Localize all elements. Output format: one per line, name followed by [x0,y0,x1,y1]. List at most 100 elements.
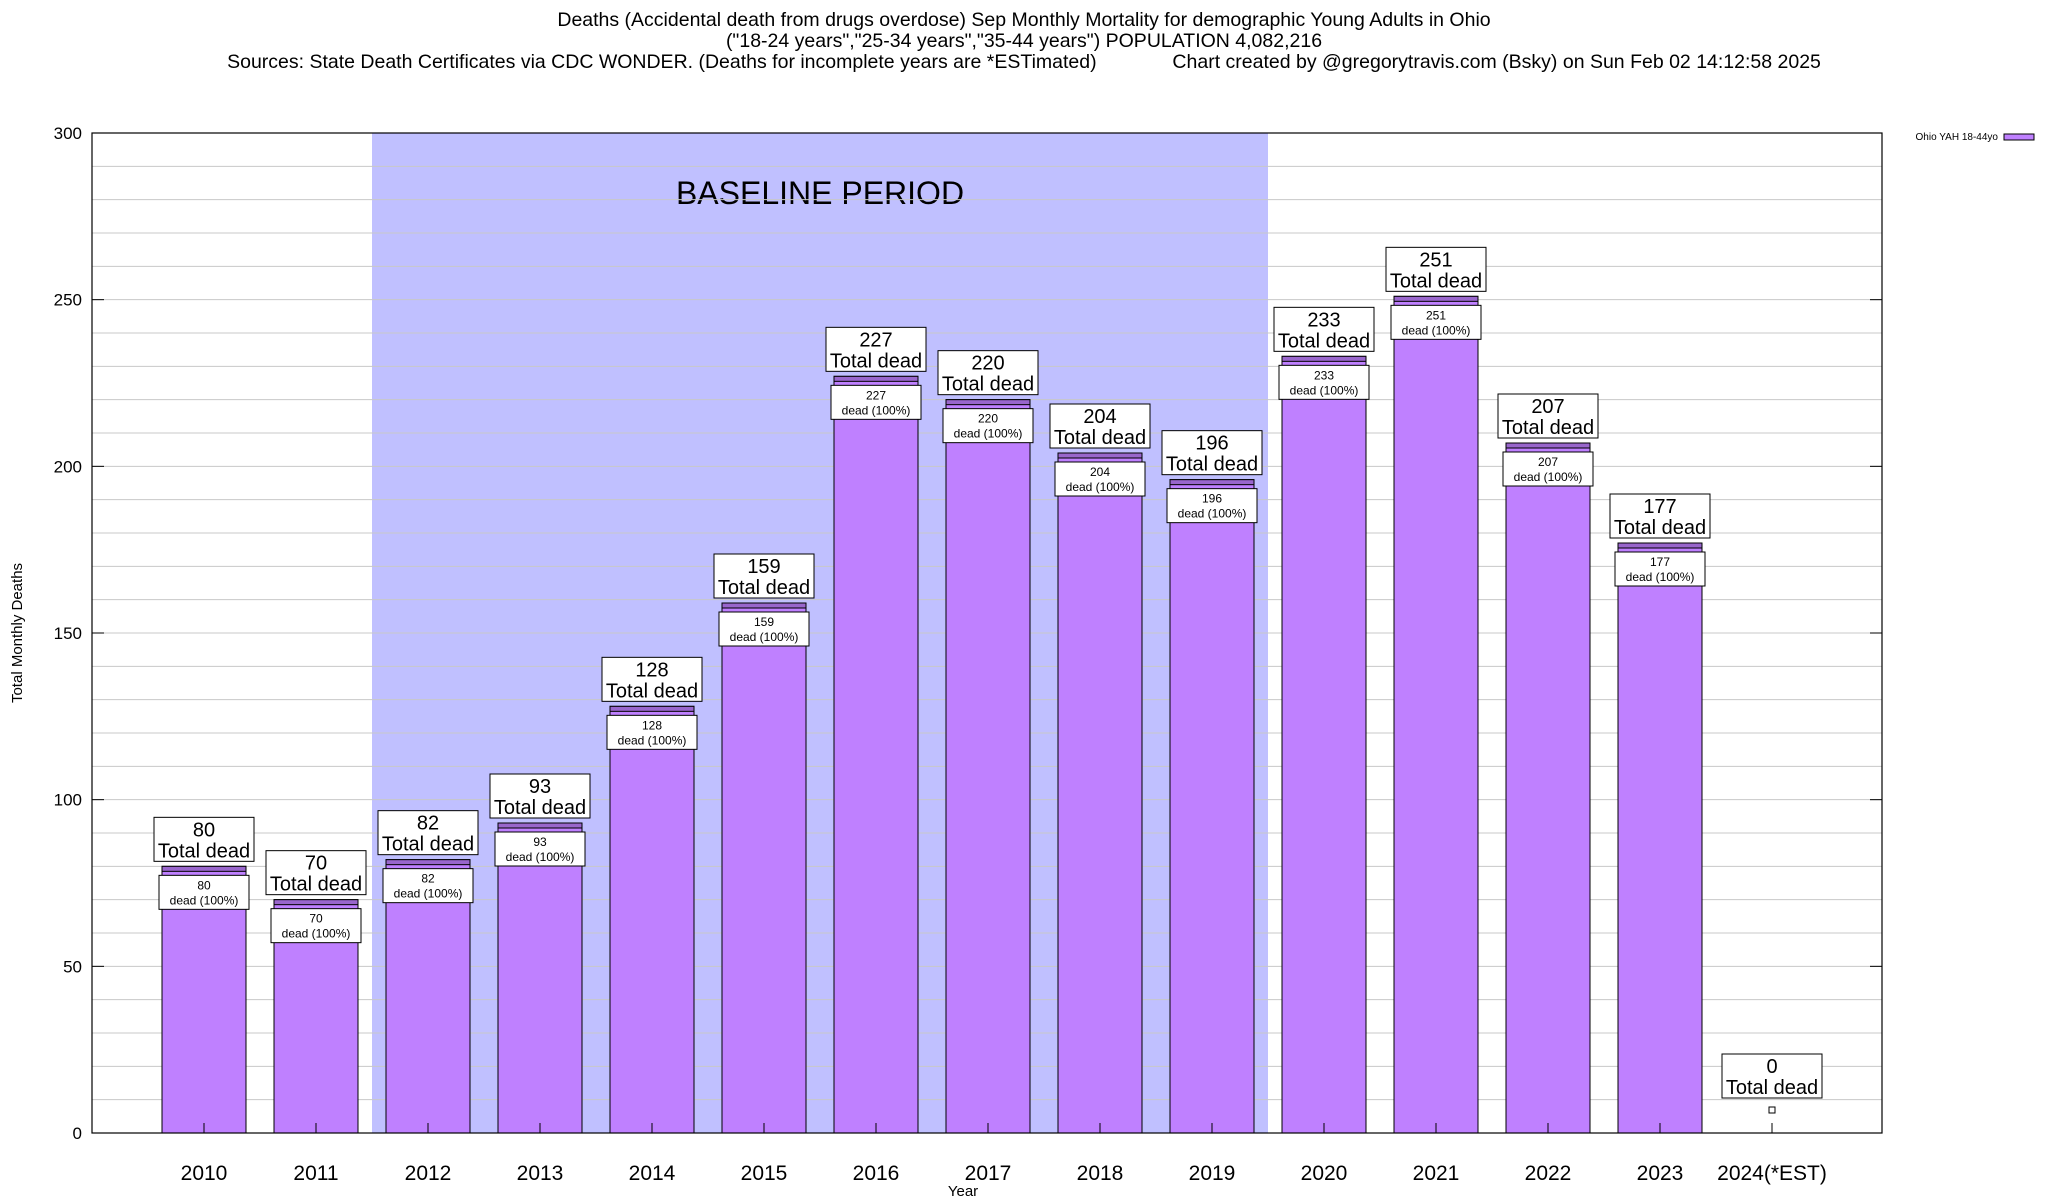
total-value-label: 207 [1531,396,1564,418]
inner-label-box [1390,304,1482,340]
inner-value-label: 204 [1090,465,1110,479]
inner-percent-label: dead (100%) [170,893,239,907]
legend-label: Ohio YAH 18-44yo [1916,132,1999,143]
inner-value-label: 220 [978,412,998,426]
y-tick-label: 250 [54,291,82,310]
x-tick-label: 2020 [1301,1162,1348,1185]
total-dead-label: Total dead [1502,417,1594,439]
inner-label-box [1502,451,1594,487]
x-tick-label: 2015 [741,1162,788,1185]
bar-top-segment [497,822,583,829]
inner-percent-label: dead (100%) [1626,570,1695,584]
inner-label-box [158,874,250,910]
inner-label-box [1614,551,1706,587]
inner-value-label: 80 [197,878,211,892]
x-tick-label: 2014 [629,1162,676,1185]
inner-percent-label: dead (100%) [954,427,1023,441]
total-dead-label: Total dead [718,577,810,599]
bar-top-segment [609,705,695,712]
total-dead-label: Total dead [494,797,586,819]
bar [497,822,583,1134]
y-tick-label: 0 [73,1124,82,1143]
total-dead-label: Total dead [1054,427,1146,449]
inner-percent-label: dead (100%) [506,850,575,864]
inner-label-box [606,714,698,750]
x-tick-label: 2021 [1413,1162,1460,1185]
baseline-period-label: BASELINE PERIOD [676,175,964,211]
bar-top-segment [1617,542,1703,549]
total-value-label: 196 [1195,433,1228,455]
y-tick-label: 300 [54,124,82,143]
chart-sources: Sources: State Death Certificates via CD… [227,51,1821,73]
bar-top-segment [721,602,807,609]
total-value-label: 227 [859,329,892,351]
inner-label-box [382,868,474,904]
x-tick-label: 2017 [965,1162,1012,1185]
bar [1617,542,1703,1134]
inner-value-label: 227 [866,388,886,402]
total-value-label: 220 [971,353,1004,375]
total-label-box [937,350,1039,396]
bar [1505,442,1591,1134]
y-tick-label: 50 [63,957,82,976]
total-dead-label: Total dead [606,680,698,702]
total-label-box [1273,306,1375,352]
x-tick-label: 2019 [1189,1162,1236,1185]
bar-top-segment [1169,479,1255,486]
total-value-label: 0 [1766,1056,1777,1078]
bar [1057,452,1143,1134]
bar-top-segment [833,375,919,382]
y-tick-label: 100 [54,791,82,810]
inner-label-box [942,408,1034,444]
inner-value-label: 128 [642,718,662,732]
x-tick-label: 2010 [181,1162,228,1185]
bar-top-segment [161,865,247,872]
total-dead-label: Total dead [382,834,474,856]
total-label-box [153,816,255,862]
total-label-box [1609,493,1711,539]
inner-label-box [718,611,810,647]
bar-top-segment [1393,295,1479,302]
total-dead-label: Total dead [158,840,250,862]
total-value-label: 204 [1083,406,1116,428]
inner-value-label: 233 [1314,368,1334,382]
total-value-label: 128 [635,659,668,681]
inner-label-box [830,384,922,420]
bar [945,399,1031,1134]
total-dead-label: Total dead [1726,1077,1818,1099]
inner-label-box [1166,488,1258,524]
inner-percent-label: dead (100%) [842,403,911,417]
inner-value-label: 251 [1426,308,1446,322]
total-label-box [1049,403,1151,449]
inner-percent-label: dead (100%) [730,630,799,644]
bar-top-segment [1505,442,1591,449]
x-tick-label: 2011 [293,1162,338,1185]
total-value-label: 233 [1307,309,1340,331]
total-dead-label: Total dead [1614,517,1706,539]
total-value-label: 80 [193,819,215,841]
total-dead-label: Total dead [1390,270,1482,292]
total-dead-label: Total dead [1166,454,1258,476]
x-tick-label: 2024(*EST) [1717,1162,1827,1185]
x-axis-title: Year [948,1183,978,1200]
total-dead-label: Total dead [942,374,1034,396]
total-value-label: 93 [529,776,551,798]
total-value-label: 159 [747,556,780,578]
bar [161,865,247,1134]
x-tick-label: 2023 [1637,1162,1684,1185]
y-tick-label: 150 [54,624,82,643]
total-dead-label: Total dead [1278,330,1370,352]
bar-top-segment [1057,452,1143,459]
inner-percent-label: dead (100%) [1290,383,1359,397]
bar-top-segment [273,899,359,906]
bar-top-segment [945,399,1031,406]
total-value-label: 177 [1643,496,1676,518]
inner-percent-label: dead (100%) [1178,507,1247,521]
total-dead-label: Total dead [830,350,922,372]
total-dead-label: Total dead [270,874,362,896]
inner-percent-label: dead (100%) [618,733,687,747]
bar [833,375,919,1134]
total-label-box [825,326,927,372]
legend-swatch [2003,133,2035,141]
